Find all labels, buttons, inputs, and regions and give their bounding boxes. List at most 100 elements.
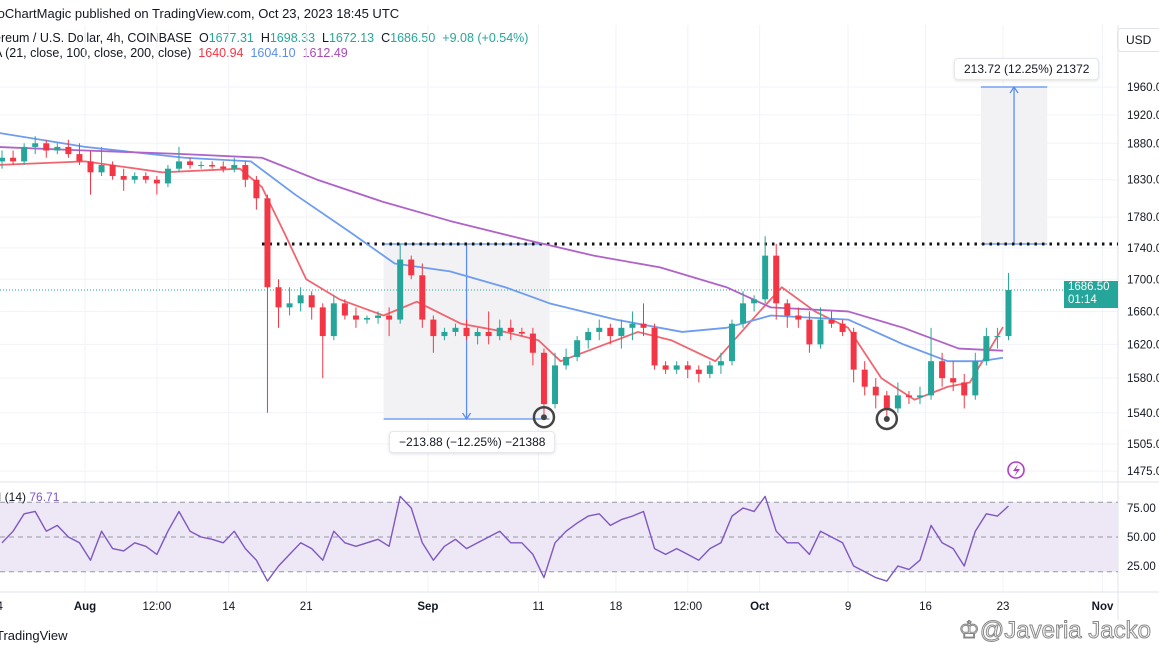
candle	[717, 352, 724, 374]
price-tick-label: 1960.00	[1127, 82, 1159, 94]
arrow-head-icon	[1009, 85, 1019, 94]
time-tick-label: 12:00	[142, 601, 171, 613]
candle	[242, 161, 249, 188]
candle-body	[187, 161, 194, 166]
candle	[740, 291, 747, 328]
candle-body	[430, 319, 437, 337]
price-tick-label: 1620.00	[1127, 339, 1159, 351]
candle	[817, 307, 824, 349]
symbol-title[interactable]: ereum / U.S. Dollar, 4h, COINBASE	[0, 31, 192, 45]
candle-body	[839, 323, 846, 332]
candle	[662, 361, 669, 374]
candle	[364, 315, 370, 324]
circle-marker-dot	[883, 415, 890, 422]
candle	[529, 327, 536, 366]
candle-body	[463, 327, 470, 337]
candle	[430, 315, 437, 353]
publisher-line: toChartMagic published on TradingView.co…	[0, 6, 400, 21]
candle	[419, 263, 426, 328]
candle-body	[872, 386, 879, 396]
candle	[983, 327, 990, 366]
ma-title[interactable]: A (21, close, 100, close, 200, close)	[0, 46, 192, 60]
tradingview-logo[interactable]: TradingView	[0, 628, 68, 643]
candle-body	[375, 315, 382, 318]
open-label: O	[198, 31, 209, 45]
candle	[507, 319, 514, 341]
candle-body	[32, 143, 39, 147]
candle-body	[817, 319, 824, 345]
candle	[308, 291, 315, 320]
candle	[231, 157, 238, 173]
candle-body	[441, 331, 448, 337]
candle	[375, 311, 382, 324]
candle	[198, 161, 205, 169]
candle-body	[209, 165, 216, 167]
time-tick-label: Aug	[74, 601, 96, 613]
candle-body	[408, 259, 415, 276]
candle	[773, 243, 780, 320]
change-value: +9.08 (+0.54%)	[442, 31, 529, 45]
candle-body	[120, 176, 127, 180]
price-tick-label: 1580.00	[1127, 373, 1159, 385]
crown-icon: ♔	[958, 617, 980, 645]
candle	[651, 323, 658, 370]
candle	[994, 327, 1001, 349]
low-label: L	[322, 31, 329, 45]
candle-body	[894, 395, 901, 409]
candle-body	[131, 176, 138, 180]
candle	[352, 307, 359, 328]
down-range-label: −213.88 (−12.25%) −21388	[389, 431, 556, 453]
candle	[109, 161, 116, 180]
candle-body	[662, 365, 669, 370]
open-value: 1677.31	[208, 31, 254, 45]
candle	[21, 143, 28, 166]
candle	[220, 161, 227, 173]
candle	[452, 323, 459, 337]
candle	[828, 311, 835, 328]
candle-body	[496, 327, 503, 337]
rsi-tick-label: 25.00	[1127, 561, 1156, 573]
candle-body	[950, 378, 957, 383]
price-tick-label: 1880.00	[1127, 138, 1159, 150]
currency-button[interactable]: USD	[1117, 28, 1159, 52]
candle	[76, 143, 83, 166]
candle-body	[518, 331, 525, 334]
candle-body	[540, 352, 547, 405]
candle-body	[961, 382, 968, 396]
candle-body	[784, 303, 791, 316]
candle-body	[419, 275, 426, 320]
candle	[751, 295, 758, 312]
last-price-value: 1686.50	[1068, 281, 1110, 293]
candle	[762, 236, 769, 304]
lightning-icon	[1007, 461, 1025, 479]
candle-body	[76, 154, 83, 162]
rsi-tick-label: 50.00	[1127, 532, 1156, 544]
candle-body	[452, 327, 459, 332]
candle	[10, 150, 17, 166]
candle	[43, 139, 50, 158]
candle-body	[585, 331, 592, 341]
candle	[806, 311, 813, 353]
time-tick-label: Nov	[1092, 601, 1114, 613]
rsi-title[interactable]: I (14)	[0, 490, 27, 504]
circle-marker-dot	[540, 414, 547, 421]
candle-body	[861, 369, 868, 387]
candle-body	[485, 331, 492, 337]
candle	[474, 327, 481, 345]
candle	[153, 176, 160, 195]
candle-body	[740, 303, 747, 324]
candle-body	[762, 255, 769, 300]
candle-body	[706, 365, 713, 374]
candle-body	[563, 356, 570, 366]
candle	[286, 287, 293, 316]
lightning-icon-glyph	[1013, 464, 1020, 477]
candle	[54, 143, 61, 155]
time-tick-label: Sep	[417, 601, 438, 613]
candle-body	[264, 198, 271, 288]
candle	[131, 172, 138, 184]
candle-body	[983, 336, 990, 362]
candle-body	[397, 259, 404, 320]
candle	[175, 146, 182, 173]
time-tick-label: 24	[0, 601, 4, 613]
